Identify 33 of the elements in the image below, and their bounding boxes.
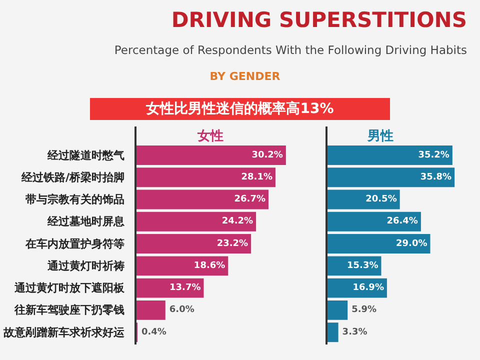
data-label: 3.3% xyxy=(342,327,368,338)
text: BY GENDER xyxy=(210,69,280,85)
chart-title: DRIVING SUPERSTITIONS xyxy=(171,7,467,34)
y-tick-label: 经过隧道时憋气 xyxy=(46,148,124,162)
data-label: 26.7% xyxy=(234,194,266,205)
y-tick-label: 往新车驾驶座下扔零钱 xyxy=(14,304,124,317)
text: 女性比男性迷信的概率高13% xyxy=(146,100,334,119)
y-tick-label: 通过黄灯时祈祷 xyxy=(46,259,124,272)
y-tick-label: 经过铁路/桥梁时抬脚 xyxy=(20,170,125,184)
data-label: 5.9% xyxy=(352,305,377,316)
data-label: 24.2% xyxy=(222,216,254,227)
y-tick-label: 故意剐蹭新车求祈求好运 xyxy=(2,326,126,339)
y-tick-label: 通过黄灯时放下遮阳板 xyxy=(14,282,126,295)
data-label: 13.7% xyxy=(170,283,201,294)
data-label: 15.3% xyxy=(347,260,378,271)
chart-subtitle: Percentage of Respondents With the Following Driving Habits xyxy=(114,42,467,58)
data-label: 20.5% xyxy=(366,194,397,205)
data-label: 18.6% xyxy=(194,260,226,271)
data-label: 23.2% xyxy=(216,238,248,249)
data-label: 0.4% xyxy=(141,327,166,338)
series-label: 男性 xyxy=(366,128,394,144)
y-tick-label: 带与宗教有关的饰品 xyxy=(26,193,124,206)
series-label: 女性 xyxy=(196,128,224,144)
y-tick-label: 经过墓地时屏息 xyxy=(46,215,126,228)
data-label: 35.8% xyxy=(420,172,452,182)
data-label: 16.9% xyxy=(352,283,384,294)
data-label: 30.2% xyxy=(252,150,283,160)
data-label: 29.0% xyxy=(396,238,428,249)
data-label: 6.0% xyxy=(169,305,194,316)
y-tick-label: 在车内放置护身符等 xyxy=(24,237,124,250)
data-label: 35.2% xyxy=(418,150,450,160)
data-label: 26.4% xyxy=(386,216,418,227)
data-label: 28.1% xyxy=(241,172,272,182)
